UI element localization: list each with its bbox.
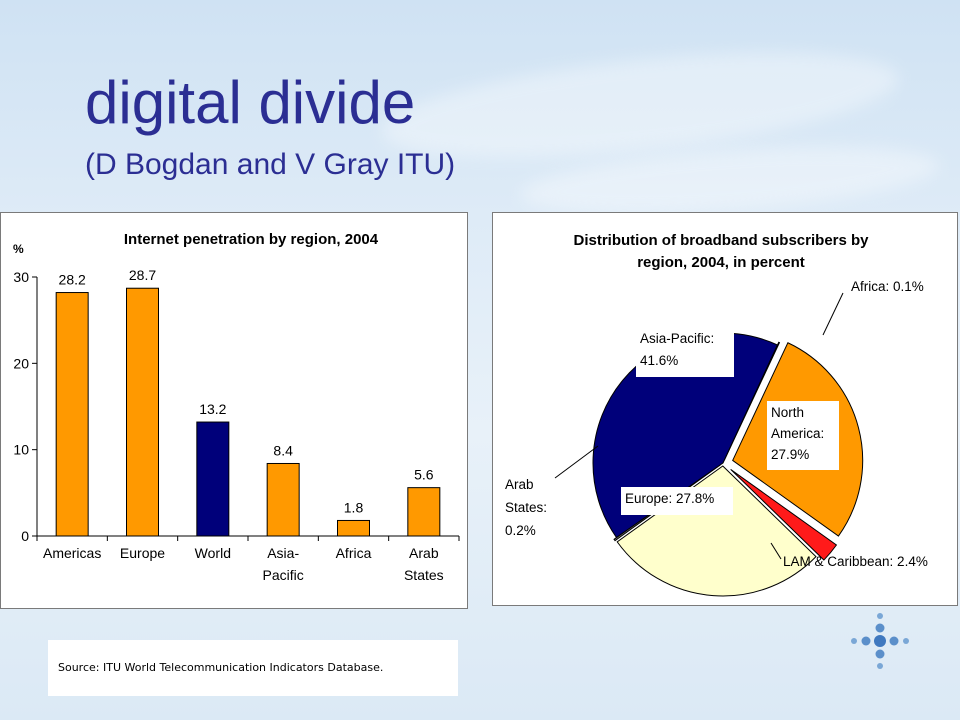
bar-chart-svg: % 0 10 20 30 28.2 Americas 28.7 Europe 13.2 World 8… bbox=[13, 242, 460, 583]
pie-label-arab-states: States: bbox=[505, 500, 547, 515]
pie-label-arab-states: 0.2% bbox=[505, 523, 536, 538]
source-box: Source: ITU World Telecommunication Indi… bbox=[48, 640, 458, 696]
bar bbox=[337, 519, 370, 537]
leader-line-lam bbox=[770, 542, 782, 560]
pie-label-lam-caribbean: LAM & Caribbean: 2.4% bbox=[783, 554, 928, 569]
leader-line-arab-states bbox=[554, 445, 599, 479]
source-note: Source: ITU World Telecommunication Indi… bbox=[58, 661, 384, 674]
bar bbox=[266, 462, 300, 537]
bar bbox=[55, 292, 89, 537]
pie-label-north-america: America: bbox=[771, 426, 824, 441]
pie-label-north-america: 27.9% bbox=[771, 447, 809, 462]
pie-label-arab-states: Arab bbox=[505, 477, 534, 492]
bar-value-label: 1.8 bbox=[344, 499, 364, 515]
pie-label-africa: Africa: 0.1% bbox=[851, 279, 924, 294]
dots-logo-icon bbox=[851, 613, 909, 669]
y-tick-label: 20 bbox=[13, 355, 29, 371]
x-category-label: Americas bbox=[43, 545, 101, 561]
pie-chart-svg: Distribution of broadband subscribers by… bbox=[505, 232, 928, 597]
bar-value-label: 8.4 bbox=[273, 442, 293, 458]
x-category-label: Africa bbox=[336, 545, 372, 561]
slide-subtitle: (D Bogdan and V Gray ITU) bbox=[85, 148, 456, 181]
pie-slice bbox=[723, 341, 781, 461]
pie-label-asia-pacific: Asia-Pacific: bbox=[640, 331, 714, 346]
bar bbox=[407, 487, 441, 537]
slide-title: digital divide bbox=[85, 69, 416, 136]
leader-line-africa bbox=[822, 292, 844, 336]
x-category-label: Asia- bbox=[267, 545, 299, 561]
x-category-label: World bbox=[195, 545, 231, 561]
y-tick-label: 30 bbox=[13, 269, 29, 285]
pie-label-europe-bg bbox=[621, 487, 733, 515]
bar bbox=[196, 421, 230, 537]
x-category-label: Europe bbox=[120, 545, 165, 561]
bar-chart-panel: Internet penetration by region, 2004 % 0 1… bbox=[0, 212, 468, 609]
pie-label-europe: Europe: 27.8% bbox=[625, 491, 714, 506]
bar-chart-title: Internet penetration by region, 2004 bbox=[123, 231, 379, 248]
pie-slice bbox=[730, 469, 838, 561]
pie-chart-panel: Distribution of broadband subscribers by… bbox=[492, 212, 958, 606]
x-category-label: Arab bbox=[409, 545, 439, 561]
pie-label-asia-pacific: 41.6% bbox=[640, 353, 678, 368]
bar-value-label: 28.7 bbox=[129, 267, 156, 283]
bar-value-label: 28.2 bbox=[59, 272, 86, 288]
pie-label-asia-pacific-bg bbox=[636, 327, 734, 377]
bar-value-label: 5.6 bbox=[414, 467, 434, 483]
x-category-label: States bbox=[404, 567, 444, 583]
x-category-label: Pacific bbox=[263, 567, 304, 583]
pie-label-north-america-bg bbox=[767, 401, 839, 470]
y-axis-label: % bbox=[13, 242, 24, 256]
bar bbox=[126, 287, 159, 537]
pie-label-north-america: North bbox=[771, 405, 804, 420]
pie-chart-title: Distribution of broadband subscribers by bbox=[573, 232, 869, 249]
pie-slice bbox=[616, 465, 817, 597]
y-tick-label: 10 bbox=[13, 442, 29, 458]
pie-chart-title: region, 2004, in percent bbox=[637, 254, 805, 271]
bar-value-label: 13.2 bbox=[199, 401, 226, 417]
y-tick-label: 0 bbox=[21, 528, 29, 544]
pie-slice bbox=[592, 332, 779, 539]
